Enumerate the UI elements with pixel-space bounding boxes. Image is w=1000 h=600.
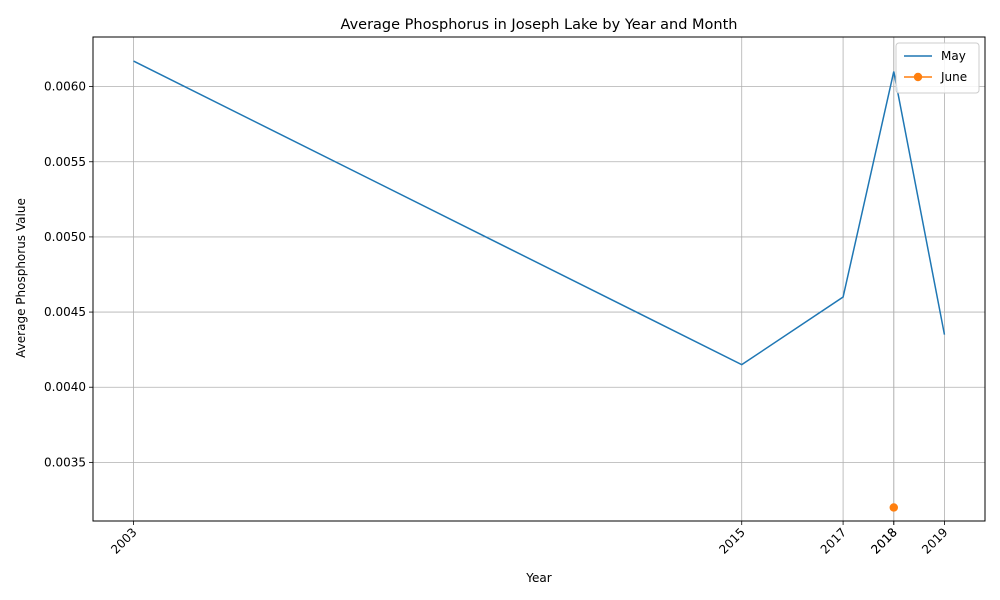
legend: May June [895, 42, 980, 94]
legend-label-may: May [941, 49, 966, 63]
y-tick-label: 0.0040 [44, 380, 86, 394]
y-tick-label: 0.0060 [44, 80, 86, 94]
legend-box [895, 42, 980, 94]
x-tick-label: 2017 [818, 525, 849, 556]
y-tick-label: 0.0050 [44, 230, 86, 244]
x-tick-label: 2018 [868, 525, 899, 556]
y-axis-label: Average Phosphorus Value [14, 198, 28, 358]
y-tick-label: 0.0055 [44, 155, 86, 169]
series-layer [133, 60, 946, 512]
legend-marker-june [913, 72, 923, 82]
legend-label-june: June [940, 70, 967, 84]
y-tick-label: 0.0045 [44, 305, 86, 319]
x-tick-label: 2003 [108, 525, 139, 556]
grid-lines [93, 37, 985, 521]
x-tick-label: 2015 [716, 525, 747, 556]
chart-title: Average Phosphorus in Joseph Lake by Yea… [341, 17, 738, 33]
series-line-may [133, 60, 946, 366]
plot-frame [92, 36, 986, 522]
x-axis-label: Year [525, 571, 551, 585]
data-point-june [889, 503, 898, 512]
x-tick-label: 2019 [919, 525, 950, 556]
y-tick-label: 0.0035 [44, 455, 86, 469]
